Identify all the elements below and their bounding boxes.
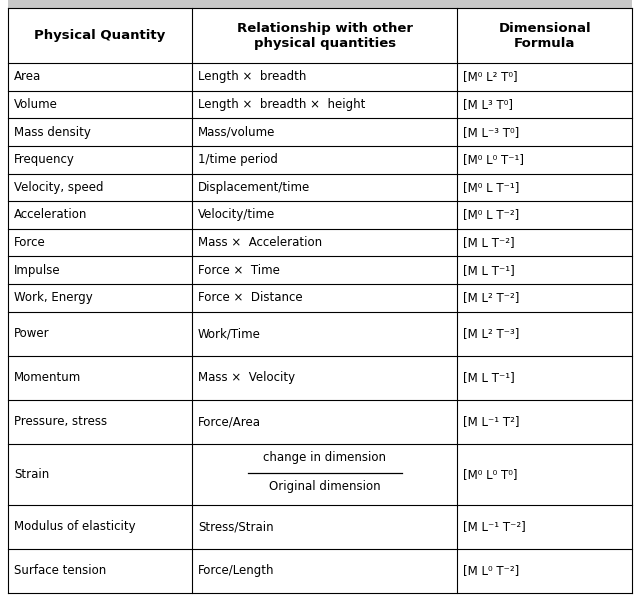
Bar xyxy=(8,63,632,91)
Text: Strain: Strain xyxy=(14,468,49,481)
Text: [M L² T⁻²]: [M L² T⁻²] xyxy=(463,291,520,304)
Text: Acceleration: Acceleration xyxy=(14,208,88,222)
Text: Impulse: Impulse xyxy=(14,264,61,277)
Text: Dimensional
Formula: Dimensional Formula xyxy=(499,22,591,50)
Text: Force ×  Distance: Force × Distance xyxy=(198,291,303,304)
Text: Force ×  Time: Force × Time xyxy=(198,264,280,277)
Text: Mass/volume: Mass/volume xyxy=(198,126,275,139)
Text: Work, Energy: Work, Energy xyxy=(14,291,93,304)
Text: [M L T⁻¹]: [M L T⁻¹] xyxy=(463,371,515,385)
Text: Length ×  breadth ×  height: Length × breadth × height xyxy=(198,98,365,111)
Bar xyxy=(8,229,632,256)
Text: change in dimension: change in dimension xyxy=(263,451,386,464)
Text: [M L⁻¹ T⁻²]: [M L⁻¹ T⁻²] xyxy=(463,521,526,533)
Text: Force/Area: Force/Area xyxy=(198,416,261,428)
Bar xyxy=(8,256,632,284)
Text: [M⁰ L² T⁰]: [M⁰ L² T⁰] xyxy=(463,71,518,83)
Bar xyxy=(8,267,632,311)
Text: Length ×  breadth: Length × breadth xyxy=(198,71,307,83)
Text: Area: Area xyxy=(14,71,41,83)
Text: Mass ×  Velocity: Mass × Velocity xyxy=(198,371,295,385)
Text: Frequency: Frequency xyxy=(14,153,75,167)
Text: [M⁰ L⁰ T⁰]: [M⁰ L⁰ T⁰] xyxy=(463,468,518,481)
Text: Displacement/time: Displacement/time xyxy=(198,181,310,194)
Text: Power: Power xyxy=(14,327,50,340)
Text: Surface tension: Surface tension xyxy=(14,564,106,577)
Bar xyxy=(8,311,632,356)
Bar xyxy=(8,201,632,229)
Text: [M⁰ L T⁻¹]: [M⁰ L T⁻¹] xyxy=(463,181,520,194)
Bar xyxy=(8,383,632,444)
Text: [M L T⁻²]: [M L T⁻²] xyxy=(463,236,515,249)
Text: Original dimension: Original dimension xyxy=(269,480,381,493)
Bar xyxy=(8,119,632,146)
Text: Stress/Strain: Stress/Strain xyxy=(198,521,274,533)
Bar xyxy=(8,35,632,63)
Text: Force/Length: Force/Length xyxy=(198,564,275,577)
Text: 1/time period: 1/time period xyxy=(198,153,278,167)
Text: Mass density: Mass density xyxy=(14,126,91,139)
Text: Work/Time: Work/Time xyxy=(198,327,261,340)
Text: [M L² T⁻³]: [M L² T⁻³] xyxy=(463,327,520,340)
Bar xyxy=(8,505,632,549)
Bar xyxy=(8,174,632,201)
Text: Relationship with other
physical quantities: Relationship with other physical quantit… xyxy=(237,22,413,50)
Text: Velocity, speed: Velocity, speed xyxy=(14,181,104,194)
Text: [M⁰ L⁰ T⁻¹]: [M⁰ L⁰ T⁻¹] xyxy=(463,153,524,167)
Text: [M⁰ L T⁻²]: [M⁰ L T⁻²] xyxy=(463,208,520,222)
Bar xyxy=(8,91,632,119)
Text: Force: Force xyxy=(14,236,45,249)
Text: Physical Quantity: Physical Quantity xyxy=(35,29,166,42)
Text: [M L⁻³ T⁰]: [M L⁻³ T⁰] xyxy=(463,126,520,139)
Text: [M L⁰ T⁻²]: [M L⁰ T⁻²] xyxy=(463,564,520,577)
Bar xyxy=(8,146,632,174)
Text: [M L T⁻¹]: [M L T⁻¹] xyxy=(463,264,515,277)
Text: Mass ×  Acceleration: Mass × Acceleration xyxy=(198,236,322,249)
Text: Modulus of elasticity: Modulus of elasticity xyxy=(14,521,136,533)
Bar xyxy=(8,461,632,505)
Bar xyxy=(8,356,632,400)
Text: [M L⁻¹ T²]: [M L⁻¹ T²] xyxy=(463,416,520,428)
Text: [M L³ T⁰]: [M L³ T⁰] xyxy=(463,98,513,111)
Text: Momentum: Momentum xyxy=(14,371,81,385)
Text: Pressure, stress: Pressure, stress xyxy=(14,416,107,428)
Text: Volume: Volume xyxy=(14,98,58,111)
Text: Velocity/time: Velocity/time xyxy=(198,208,275,222)
Bar xyxy=(8,0,632,8)
